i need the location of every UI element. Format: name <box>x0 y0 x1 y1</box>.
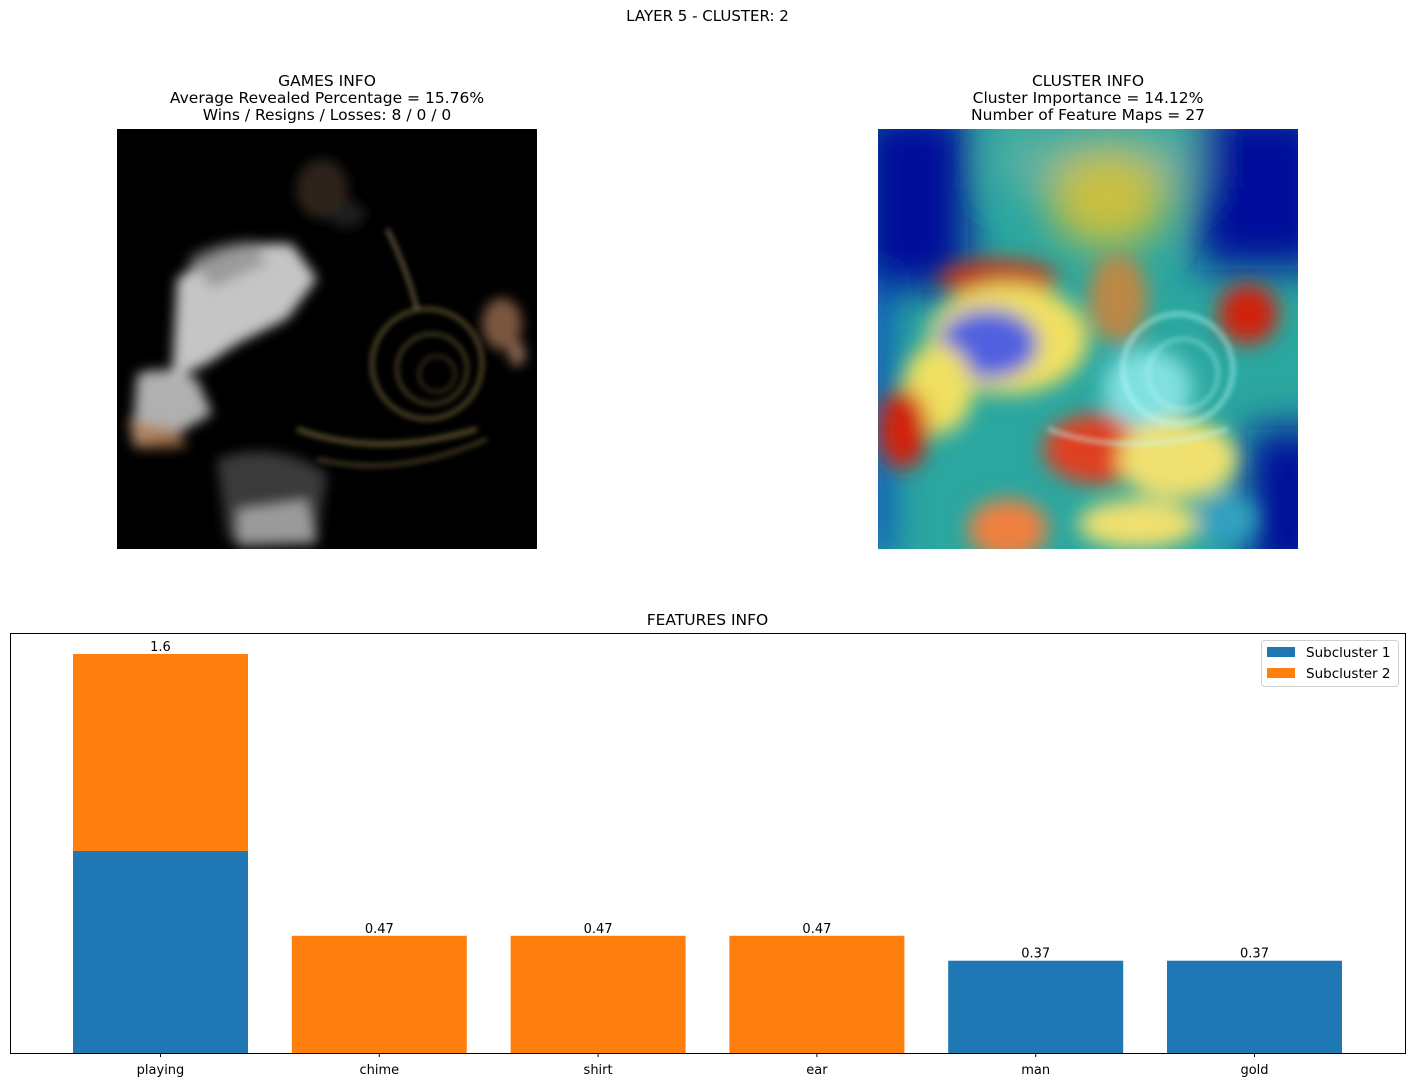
legend-swatch-subcluster-1 <box>1267 647 1295 657</box>
bar-ear-subcluster-2 <box>729 935 905 1053</box>
heatmap-drawing <box>878 129 1298 549</box>
bar-playing-subcluster-2 <box>73 653 248 851</box>
bar-value-label-ear: 0.47 <box>802 922 831 937</box>
legend-label-subcluster-1: Subcluster 1 <box>1306 645 1391 661</box>
feature-map-count: Number of Feature Maps = 27 <box>971 106 1205 124</box>
masked-image <box>117 129 537 549</box>
games-info-title: GAMES INFO <box>278 72 376 90</box>
legend-label-subcluster-2: Subcluster 2 <box>1306 666 1391 682</box>
cluster-info-title: CLUSTER INFO <box>1031 72 1145 90</box>
bar-gold-subcluster-1 <box>1167 960 1342 1053</box>
x-axis-ticks: playing chime shirt ear man gold <box>137 1053 1269 1078</box>
x-tick-label-gold: gold <box>1240 1063 1268 1078</box>
bar-value-label-gold: 0.37 <box>1240 947 1269 962</box>
wins-resigns-losses: Wins / Resigns / Losses: 8 / 0 / 0 <box>202 106 452 124</box>
x-tick-label-chime: chime <box>359 1063 399 1078</box>
chart-title: FEATURES INFO <box>646 611 769 629</box>
legend: Subcluster 1 Subcluster 2 <box>1261 640 1399 687</box>
legend-swatch-subcluster-2 <box>1267 668 1295 678</box>
bar-value-label-playing: 1.6 <box>150 640 171 655</box>
bar-playing-subcluster-1 <box>73 850 248 1053</box>
x-tick-label-man: man <box>1021 1063 1050 1078</box>
bar-man-subcluster-1 <box>948 960 1124 1053</box>
masked-image-drawing <box>117 129 537 549</box>
cluster-info-header: CLUSTER INFO Cluster Importance = 14.12%… <box>878 73 1298 124</box>
bar-value-label-shirt: 0.47 <box>584 922 613 937</box>
bar-value-label-man: 0.37 <box>1021 947 1050 962</box>
x-tick-label-shirt: shirt <box>584 1063 613 1078</box>
figure-title: LAYER 5 - CLUSTER: 2 <box>626 7 789 25</box>
x-tick-label-playing: playing <box>137 1063 185 1078</box>
average-revealed-percentage: Average Revealed Percentage = 15.76% <box>169 89 485 107</box>
bar-value-labels: 1.6 0.47 0.47 0.47 0.37 0.37 <box>150 640 1269 962</box>
x-tick-label-ear: ear <box>806 1063 828 1078</box>
bar-chime-subcluster-2 <box>291 935 467 1053</box>
games-info-header: GAMES INFO Average Revealed Percentage =… <box>117 73 537 124</box>
bar-value-label-chime: 0.47 <box>365 922 394 937</box>
plot-area-frame <box>10 633 1406 1054</box>
bar-shirt-subcluster-2 <box>510 935 686 1053</box>
cluster-heatmap-image <box>878 129 1298 549</box>
bars-group <box>73 653 1342 1053</box>
legend-frame <box>1261 640 1399 687</box>
cluster-importance: Cluster Importance = 14.12% <box>972 89 1204 107</box>
